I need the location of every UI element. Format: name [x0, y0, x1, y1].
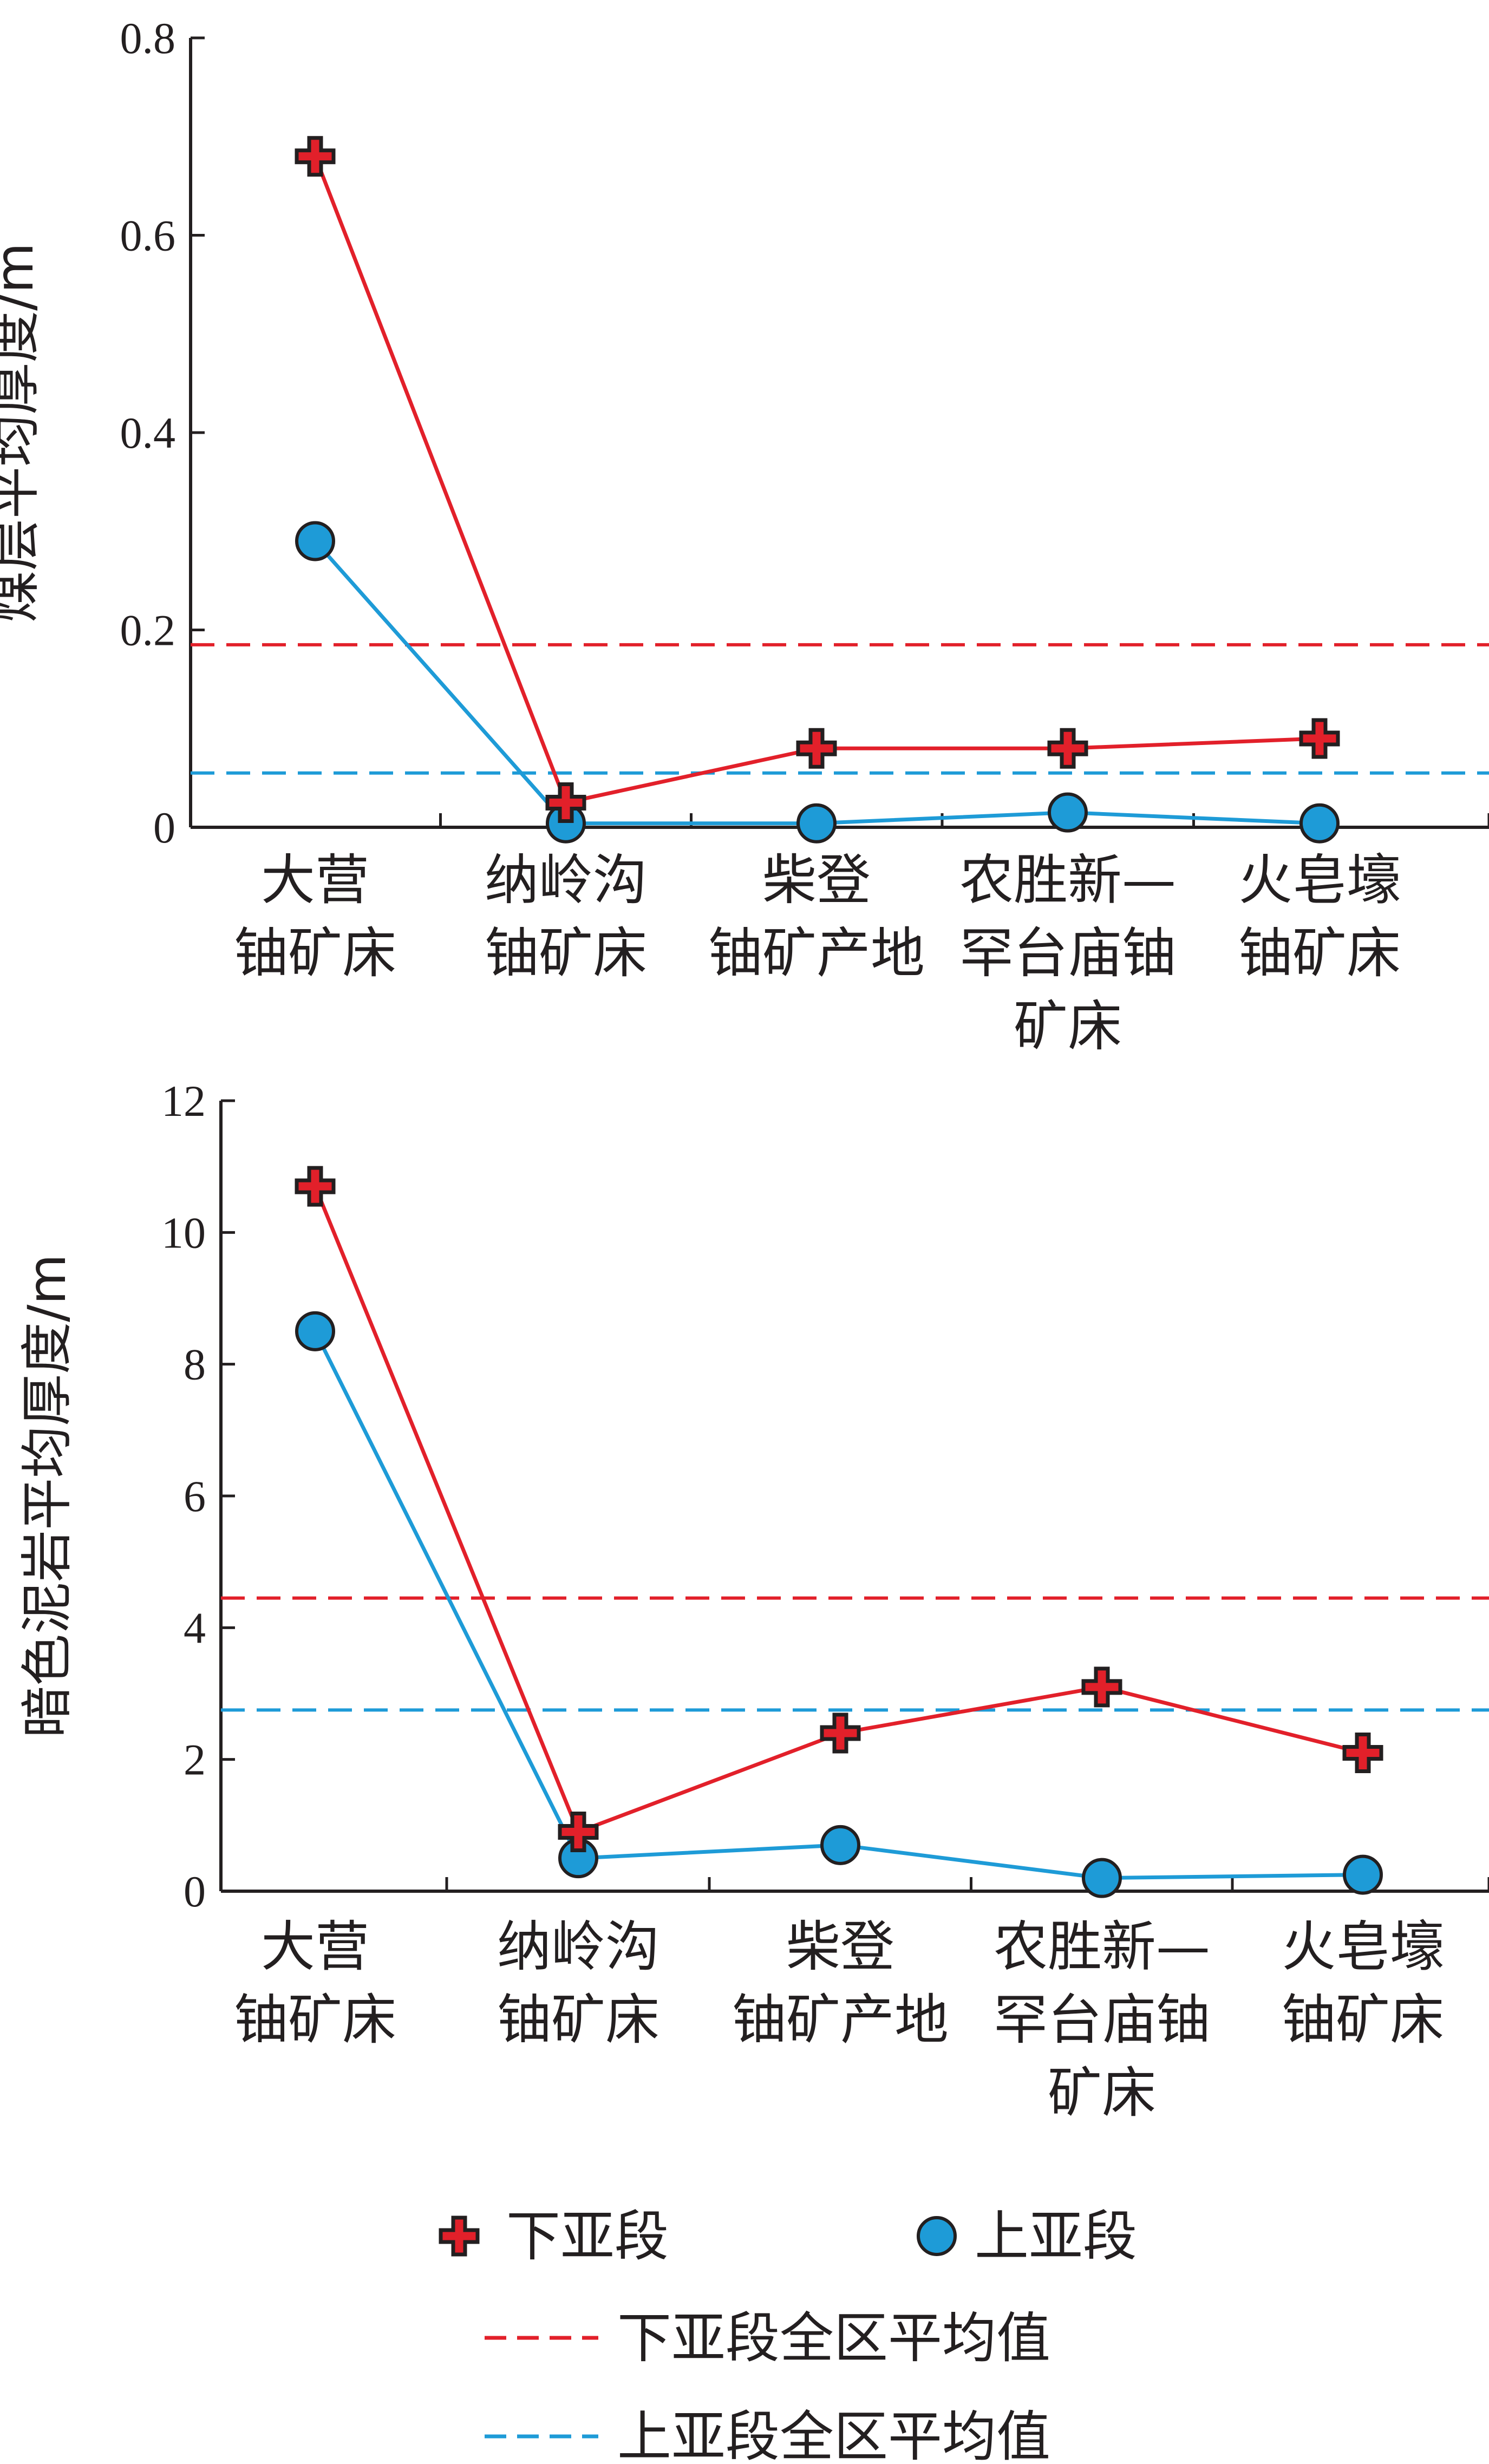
y-tick-label: 0	[184, 1867, 206, 1916]
category-label: 柴登	[762, 848, 871, 912]
upper-point	[1082, 1858, 1122, 1898]
category-label: 铀矿产地	[708, 921, 925, 985]
y-tick-label: 6	[184, 1472, 206, 1521]
category-label: 铀矿床	[234, 921, 396, 985]
series-line-upper	[314, 540, 1320, 826]
y-tick-label: 0.8	[120, 14, 176, 63]
legend-item-lower-average: 下亚段全区平均值	[485, 2306, 1050, 2370]
y-tick-label: 10	[161, 1208, 206, 1257]
y-tick-label: 8	[184, 1340, 206, 1389]
y-tick-label: 0.2	[120, 606, 176, 655]
category-label: 罕台庙铀	[959, 921, 1176, 985]
y-axis-title: 煤层平均厚度/m	[0, 243, 45, 623]
series-line-lower	[313, 155, 1320, 805]
legend-label-lower-average: 下亚段全区平均值	[617, 2306, 1050, 2370]
category-label: 柴登	[786, 1915, 894, 1978]
upper-point	[1299, 803, 1340, 844]
category-label: 纳岭沟	[497, 1915, 659, 1978]
category-label: 大营	[261, 848, 369, 912]
category-label: 农胜新—	[959, 848, 1176, 912]
upper-point	[796, 803, 837, 844]
category-label: 火皂壕	[1238, 848, 1401, 912]
category-label: 铀矿床	[1282, 1988, 1444, 2051]
upper-point	[295, 1311, 335, 1351]
lower-point	[295, 136, 336, 177]
legend-item-upper: 上亚段	[917, 2205, 1137, 2268]
legend-item-lower: 下亚段	[439, 2205, 669, 2268]
category-label: 罕台庙铀	[994, 1988, 1210, 2051]
category-label: 大营	[261, 1915, 369, 1978]
lower-point	[796, 728, 837, 769]
series-line-upper	[313, 1330, 1363, 1880]
category-label: 矿床	[1014, 995, 1122, 1058]
y-tick-label: 12	[161, 1076, 206, 1126]
legend-label-upper-average: 上亚段全区平均值	[617, 2405, 1050, 2464]
y-tick-label: 2	[184, 1735, 206, 1785]
lower-point	[545, 782, 586, 823]
legend-marker-lower-cross	[439, 2215, 480, 2257]
y-tick-label: 0.4	[120, 408, 176, 457]
category-label: 农胜新—	[994, 1915, 1210, 1978]
legend-label-upper: 上亚段	[975, 2205, 1137, 2268]
lower-point	[558, 1812, 599, 1852]
legend-item-upper-average: 上亚段全区平均值	[485, 2405, 1050, 2464]
category-label: 火皂壕	[1282, 1915, 1444, 1978]
upper-point	[1343, 1854, 1383, 1895]
category-label: 铀矿床	[1238, 921, 1401, 985]
legend: 下亚段 上亚段 下亚段全区平均值 上亚段全区平均值	[439, 2205, 1137, 2464]
y-tick-label: 0.6	[120, 211, 176, 260]
upper-point	[295, 521, 335, 561]
category-label: 纳岭沟	[485, 848, 647, 912]
y-tick-label: 0	[153, 803, 175, 852]
upper-point	[1048, 792, 1088, 833]
category-label: 铀矿床	[497, 1988, 659, 2051]
y-axis-title: 暗色泥岩平均厚度/m	[17, 1254, 77, 1738]
lower-point	[1299, 718, 1340, 759]
lower-point	[1047, 728, 1088, 769]
upper-point	[820, 1825, 860, 1865]
y-tick-label: 4	[184, 1603, 206, 1652]
lower-point	[1342, 1733, 1383, 1773]
lower-point	[820, 1713, 861, 1754]
category-label: 铀矿产地	[732, 1988, 949, 2051]
category-label: 矿床	[1048, 2061, 1156, 2125]
category-label: 铀矿床	[234, 1988, 396, 2051]
lower-point	[295, 1166, 336, 1207]
category-label: 铀矿床	[485, 921, 647, 985]
lower-point	[1081, 1666, 1122, 1708]
legend-marker-upper-circle	[917, 2216, 957, 2256]
legend-label-lower: 下亚段	[506, 2205, 669, 2268]
